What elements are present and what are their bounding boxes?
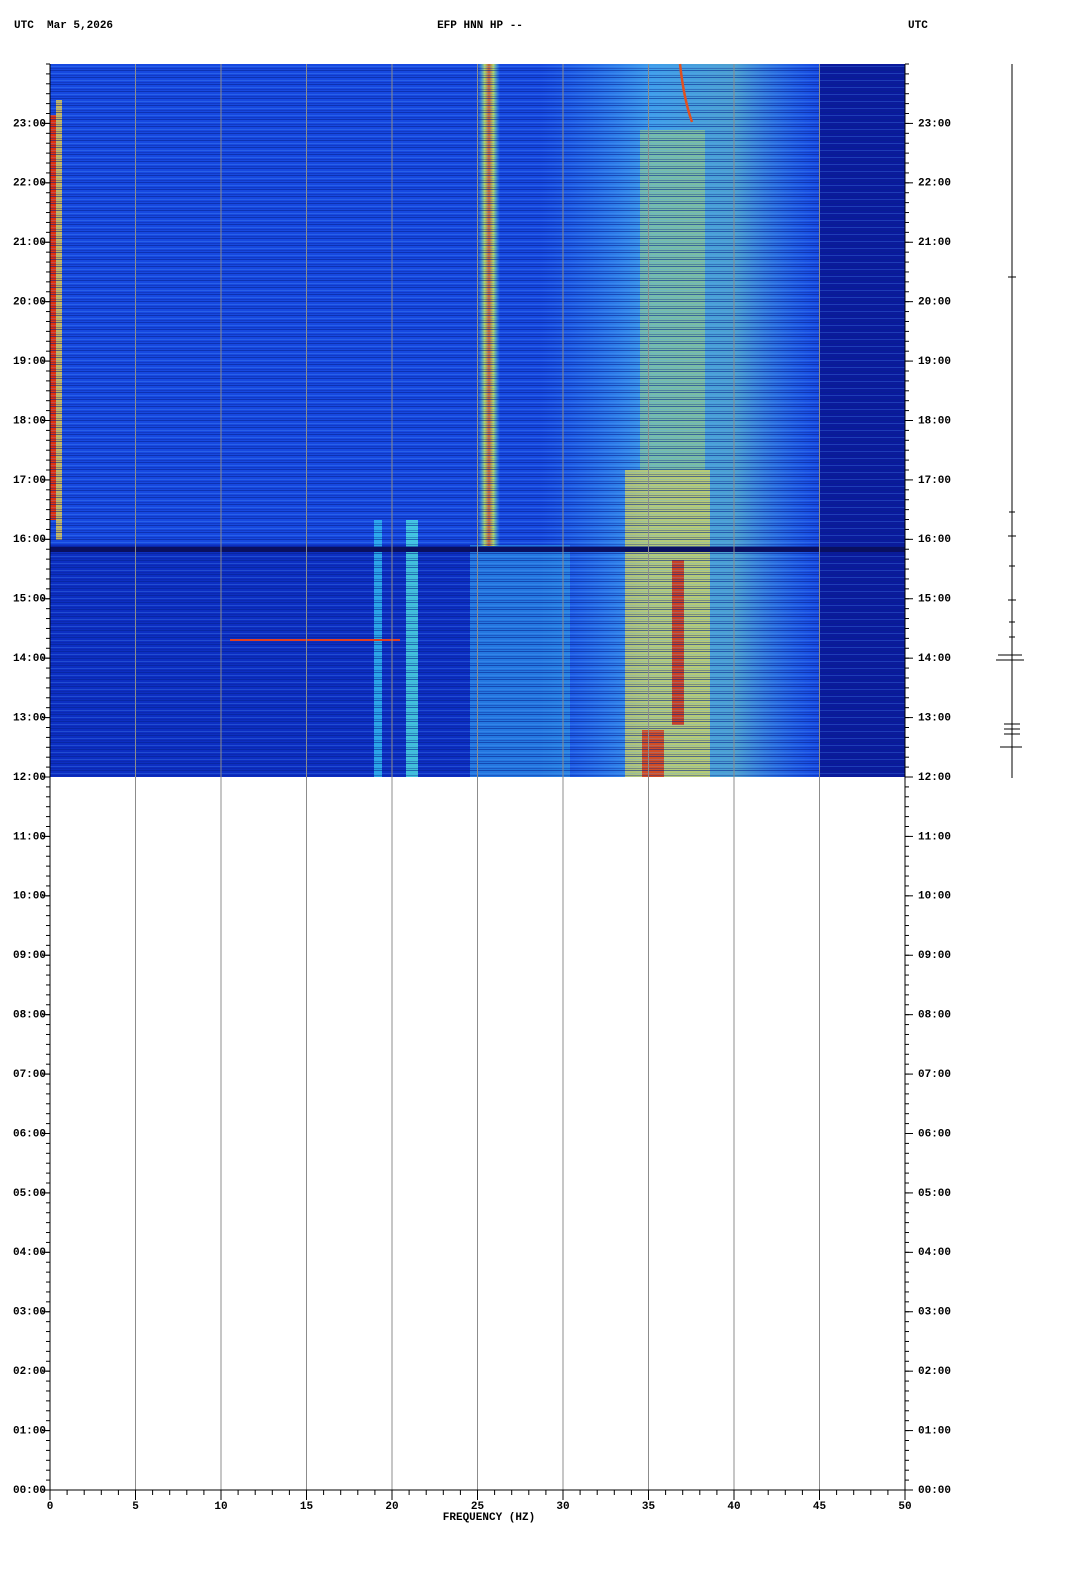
seismic-trace <box>996 64 1024 778</box>
y-tick-label: 21:00 <box>13 237 46 249</box>
y-tick-label: 07:00 <box>918 1069 951 1081</box>
y-tick-label: 23:00 <box>13 118 46 130</box>
y-tick-label: 00:00 <box>918 1485 951 1497</box>
y-tick-label: 10:00 <box>13 891 46 903</box>
y-tick-label: 05:00 <box>13 1188 46 1200</box>
y-tick-label: 12:00 <box>13 772 46 784</box>
y-tick-label: 19:00 <box>918 356 951 368</box>
y-tick-label: 19:00 <box>13 356 46 368</box>
y-tick-label: 14:00 <box>13 653 46 665</box>
y-tick-label: 09:00 <box>13 950 46 962</box>
y-tick-label: 04:00 <box>13 1247 46 1259</box>
x-tick-label: 5 <box>132 1501 139 1513</box>
y-tick-label: 05:00 <box>918 1188 951 1200</box>
y-tick-label: 20:00 <box>13 297 46 309</box>
y-tick-label: 13:00 <box>13 712 46 724</box>
x-tick-label: 40 <box>727 1501 740 1513</box>
y-tick-label: 08:00 <box>13 1010 46 1022</box>
right-header: UTC <box>908 20 928 32</box>
y-tick-label: 16:00 <box>918 534 951 546</box>
y-tick-label: 21:00 <box>918 237 951 249</box>
y-tick-label: 01:00 <box>13 1425 46 1437</box>
x-axis-label: FREQUENCY (HZ) <box>443 1512 535 1524</box>
x-tick-label: 15 <box>300 1501 314 1513</box>
y-tick-label: 01:00 <box>918 1425 951 1437</box>
y-tick-label: 18:00 <box>13 415 46 427</box>
y-tick-label: 12:00 <box>918 772 951 784</box>
y-tick-label: 22:00 <box>13 178 46 190</box>
y-tick-label: 02:00 <box>13 1366 46 1378</box>
y-tick-label: 09:00 <box>918 950 951 962</box>
y-tick-label: 00:00 <box>13 1485 46 1497</box>
y-tick-label: 08:00 <box>918 1010 951 1022</box>
y-tick-label: 03:00 <box>918 1307 951 1319</box>
y-tick-label: 14:00 <box>918 653 951 665</box>
y-tick-label: 07:00 <box>13 1069 46 1081</box>
x-tick-label: 45 <box>813 1501 827 1513</box>
x-tick-label: 30 <box>556 1501 569 1513</box>
y-tick-label: 02:00 <box>918 1366 951 1378</box>
x-tick-label: 25 <box>471 1501 485 1513</box>
y-tick-label: 23:00 <box>918 118 951 130</box>
y-tick-label: 18:00 <box>918 415 951 427</box>
y-tick-label: 13:00 <box>918 712 951 724</box>
left-header: UTC Mar 5,2026 <box>14 20 113 32</box>
y-tick-label: 11:00 <box>918 831 951 843</box>
y-tick-label: 16:00 <box>13 534 46 546</box>
x-tick-label: 0 <box>47 1501 54 1513</box>
y-tick-label: 10:00 <box>918 891 951 903</box>
y-tick-label: 17:00 <box>918 475 951 487</box>
y-tick-label: 15:00 <box>918 594 951 606</box>
y-tick-label: 06:00 <box>13 1128 46 1140</box>
x-tick-label: 20 <box>385 1501 398 1513</box>
y-tick-label: 22:00 <box>918 178 951 190</box>
x-tick-label: 10 <box>214 1501 227 1513</box>
y-tick-label: 15:00 <box>13 594 46 606</box>
y-tick-label: 06:00 <box>918 1128 951 1140</box>
y-tick-label: 03:00 <box>13 1307 46 1319</box>
y-tick-label: 11:00 <box>13 831 46 843</box>
y-tick-label: 04:00 <box>918 1247 951 1259</box>
x-tick-label: 35 <box>642 1501 656 1513</box>
y-tick-label: 17:00 <box>13 475 46 487</box>
chart-title: EFP HNN HP -- <box>437 20 523 32</box>
y-tick-label: 20:00 <box>918 297 951 309</box>
x-tick-label: 50 <box>898 1501 911 1513</box>
